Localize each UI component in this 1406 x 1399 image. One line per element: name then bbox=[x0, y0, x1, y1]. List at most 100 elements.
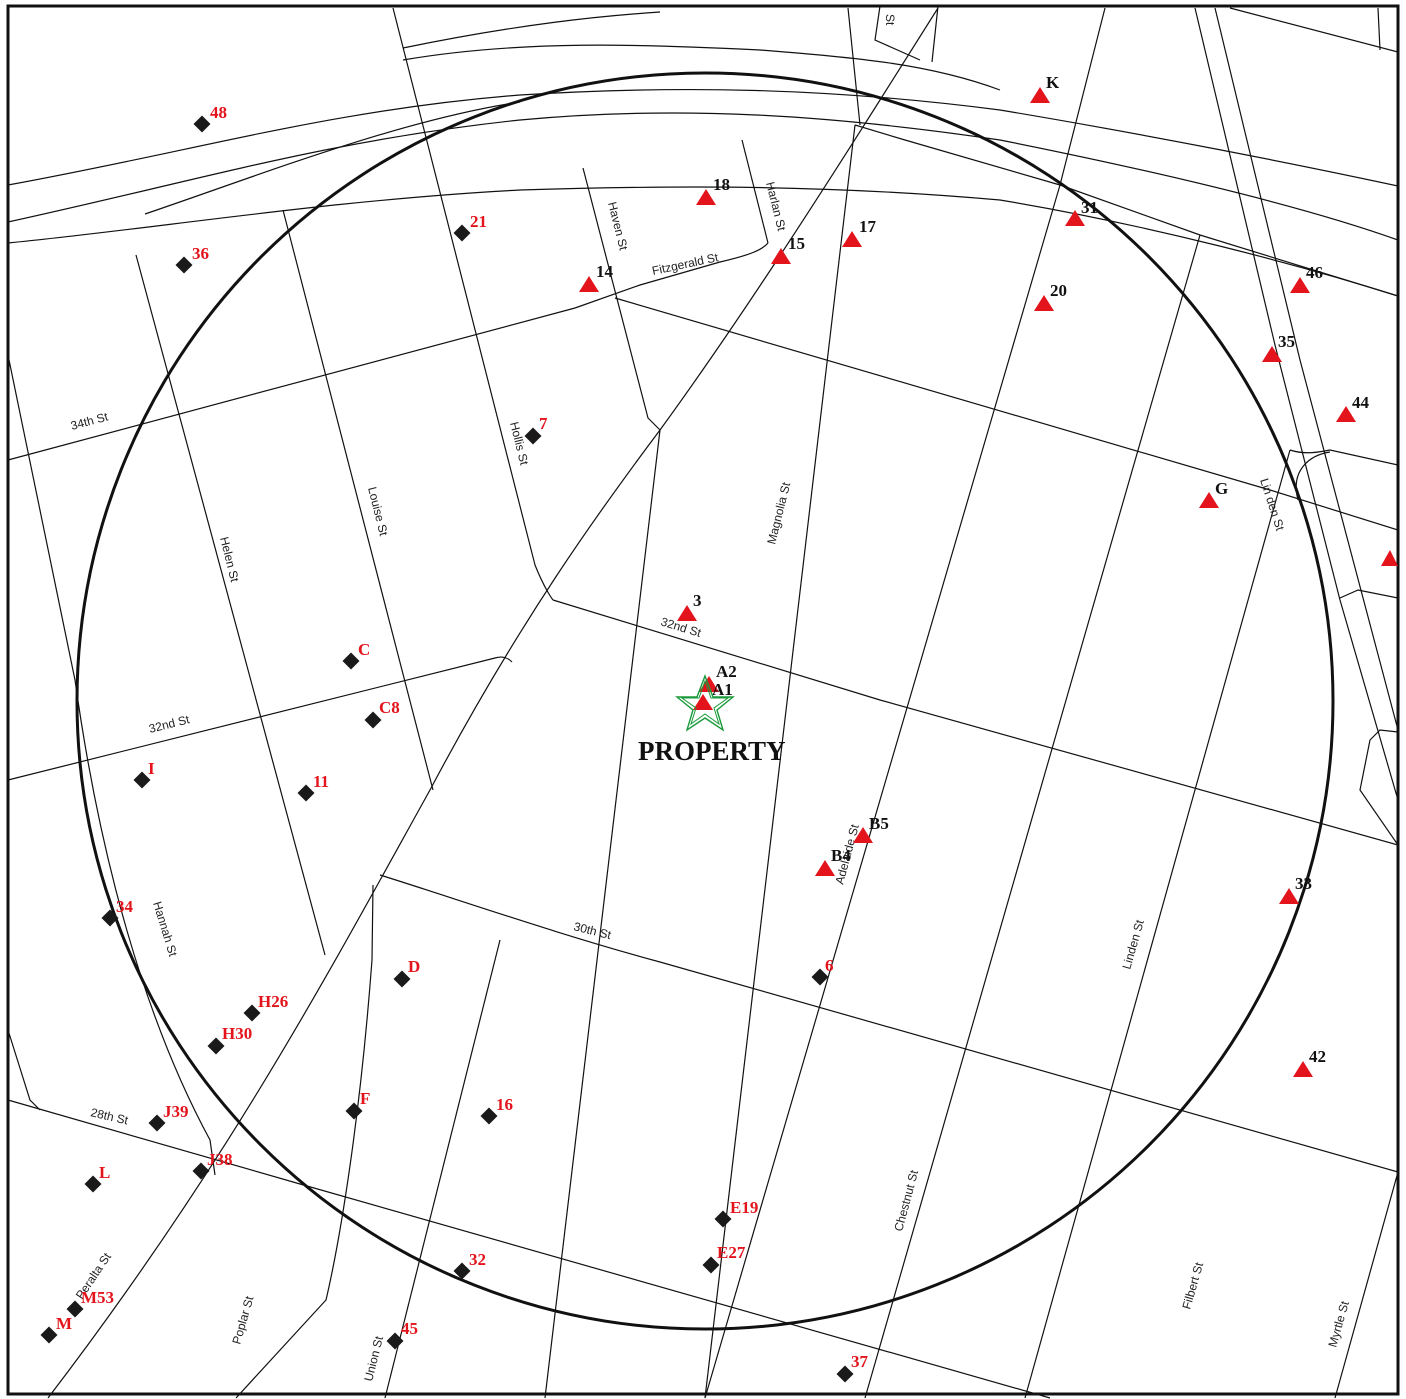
site-label: 36 bbox=[192, 244, 209, 263]
street-line bbox=[379, 874, 1399, 1173]
property-star-icon bbox=[675, 674, 735, 732]
triangle-marker bbox=[1279, 888, 1299, 904]
street-line bbox=[135, 254, 326, 956]
property-star-icon bbox=[680, 679, 730, 726]
street-line bbox=[847, 7, 861, 126]
triangle-marker bbox=[699, 676, 719, 692]
triangle-marker bbox=[1034, 295, 1054, 311]
site-label: 16 bbox=[496, 1095, 513, 1114]
street-line bbox=[7, 1099, 1051, 1399]
street-line bbox=[402, 44, 1001, 91]
street-line bbox=[1289, 449, 1399, 466]
triangle-marker bbox=[815, 860, 835, 876]
site-marker-7: 7 bbox=[524, 414, 548, 445]
site-marker-k: K bbox=[1030, 73, 1060, 103]
site-marker-h26: H26 bbox=[243, 992, 288, 1022]
site-marker-17: 17 bbox=[842, 217, 877, 247]
triangle-marker bbox=[1065, 210, 1085, 226]
triangle-marker bbox=[579, 276, 599, 292]
street-line bbox=[402, 11, 661, 49]
street-line bbox=[931, 5, 939, 63]
site-label: 31 bbox=[1081, 198, 1098, 217]
site-marker-46: 46 bbox=[1290, 263, 1323, 293]
site-marker-i: I bbox=[133, 759, 155, 789]
site-label: J39 bbox=[163, 1102, 189, 1121]
street-line bbox=[7, 186, 1399, 297]
street-line bbox=[7, 88, 1399, 187]
site-label: 45 bbox=[401, 1319, 418, 1338]
property-label: PROPERTY bbox=[638, 736, 786, 766]
diamond-marker bbox=[364, 711, 382, 729]
street-line bbox=[7, 354, 216, 1176]
site-label: 14 bbox=[596, 262, 614, 281]
diamond-marker bbox=[393, 970, 411, 988]
triangle-marker bbox=[771, 248, 791, 264]
site-label: 34 bbox=[116, 897, 134, 916]
site-label: J38 bbox=[207, 1150, 233, 1169]
site-marker-c8: C8 bbox=[364, 698, 400, 729]
street-line bbox=[384, 939, 501, 1399]
site-marker-b4: B4 bbox=[815, 846, 851, 876]
site-marker-6: 6 bbox=[811, 956, 834, 986]
street-line bbox=[7, 1029, 41, 1111]
triangle-marker bbox=[1290, 277, 1310, 293]
site-label: F bbox=[360, 1089, 370, 1108]
street-line bbox=[1334, 1171, 1399, 1399]
diamond-marker bbox=[243, 1004, 261, 1022]
street-line bbox=[544, 429, 661, 1399]
site-label: A2 bbox=[716, 662, 737, 681]
diamond-marker bbox=[342, 652, 360, 670]
site-label: H30 bbox=[222, 1024, 252, 1043]
street-line bbox=[741, 139, 769, 244]
site-marker-11: 11 bbox=[297, 772, 329, 802]
site-label: 35 bbox=[1278, 332, 1295, 351]
street-line bbox=[1359, 739, 1399, 846]
diamond-marker bbox=[101, 909, 119, 927]
diamond-marker bbox=[133, 771, 151, 789]
site-label: M53 bbox=[81, 1288, 114, 1307]
site-label: H26 bbox=[258, 992, 288, 1011]
property-marker: PROPERTY bbox=[638, 674, 786, 766]
street-line bbox=[704, 124, 856, 1399]
street-line bbox=[235, 884, 374, 1399]
street-line bbox=[7, 242, 769, 461]
site-label: G bbox=[1215, 479, 1228, 498]
site-marker-g: G bbox=[1199, 479, 1228, 508]
triangle-marker bbox=[1293, 1061, 1313, 1077]
street-line bbox=[874, 5, 921, 61]
street-line bbox=[864, 234, 1201, 1399]
street-line bbox=[392, 7, 554, 601]
street-line bbox=[614, 297, 1399, 531]
triangle-marker bbox=[677, 605, 697, 621]
site-label: 21 bbox=[470, 212, 487, 231]
site-label: 3 bbox=[693, 591, 702, 610]
diamond-marker bbox=[297, 784, 315, 802]
street-line bbox=[1377, 7, 1381, 51]
site-marker-34: 34 bbox=[101, 897, 134, 927]
street-line bbox=[1229, 7, 1399, 53]
street-line bbox=[1339, 589, 1399, 599]
site-marker-d: D bbox=[393, 957, 420, 988]
triangle-marker bbox=[693, 694, 713, 710]
site-label: 48 bbox=[210, 103, 227, 122]
site-label: L bbox=[99, 1163, 110, 1182]
site-label: 37 bbox=[851, 1352, 869, 1371]
street-line bbox=[704, 7, 1106, 1399]
site-marker-15: 15 bbox=[771, 234, 805, 264]
site-marker-offmap bbox=[1381, 550, 1398, 566]
street-line bbox=[144, 101, 521, 215]
site-label: 17 bbox=[859, 217, 877, 236]
site-label: K bbox=[1046, 73, 1060, 92]
triangle-marker bbox=[1199, 492, 1219, 508]
site-label: D bbox=[408, 957, 420, 976]
site-marker-a1: A1 bbox=[693, 680, 733, 710]
site-label: E27 bbox=[717, 1243, 746, 1262]
site-marker-b5: B5 bbox=[853, 814, 889, 843]
triangle-marker bbox=[853, 827, 873, 843]
site-marker-a2: A2 bbox=[699, 662, 737, 692]
triangle-marker bbox=[696, 189, 716, 205]
street-line bbox=[1024, 449, 1291, 1399]
site-label: 32 bbox=[469, 1250, 486, 1269]
site-marker-33: 33 bbox=[1279, 874, 1312, 904]
triangle-marker bbox=[1336, 406, 1356, 422]
